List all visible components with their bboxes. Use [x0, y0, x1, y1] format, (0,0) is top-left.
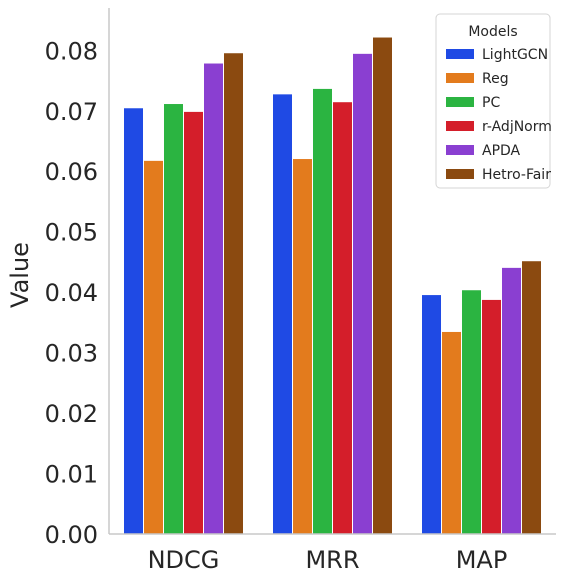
- y-tick-label: 0.02: [45, 400, 98, 428]
- legend-title: Models: [468, 24, 517, 40]
- legend-label-lightgcn: LightGCN: [482, 47, 548, 63]
- legend-label-apda: APDA: [482, 143, 521, 159]
- bar-mrr-apda: [352, 52, 373, 535]
- legend-label-pc: PC: [482, 95, 500, 111]
- legend-label-r-adjnorm: r-AdjNorm: [482, 119, 552, 135]
- legend-label-reg: Reg: [482, 71, 509, 87]
- bar-mrr-reg: [292, 158, 313, 535]
- x-tick-label: MAP: [456, 546, 508, 574]
- legend-swatch-hetro-fair: [446, 169, 474, 179]
- legend: Models LightGCN Reg PC r-AdjNorm APDA Hetro-Fa…: [435, 13, 552, 189]
- y-axis-title: Value: [6, 242, 34, 308]
- y-tick-label: 0.01: [45, 461, 98, 489]
- y-tick-label: 0.00: [45, 521, 98, 549]
- bar-map-r-adjnorm: [481, 298, 502, 535]
- bar-ndcg-apda: [203, 62, 224, 535]
- bar-ndcg-hetro-fair: [223, 52, 244, 535]
- bar-map-hetro-fair: [521, 260, 542, 535]
- bar-map-lightgcn: [421, 294, 442, 535]
- bar-ndcg-pc: [163, 103, 184, 535]
- bar-map-apda: [501, 266, 522, 535]
- bar-map-reg: [441, 330, 462, 535]
- legend-label-hetro-fair: Hetro-Fair: [482, 167, 551, 183]
- legend-swatch-apda: [446, 145, 474, 155]
- legend-swatch-lightgcn: [446, 49, 474, 59]
- bar-ndcg-lightgcn: [123, 107, 144, 535]
- bar-ndcg-reg: [143, 159, 164, 535]
- y-tick-label: 0.05: [45, 219, 98, 247]
- bar-map-pc: [461, 289, 482, 535]
- x-tick-label: MRR: [305, 546, 359, 574]
- legend-swatch-pc: [446, 97, 474, 107]
- y-tick-label: 0.08: [45, 37, 98, 65]
- bar-mrr-pc: [312, 87, 333, 535]
- y-tick-label: 0.04: [45, 279, 98, 307]
- x-tick-label: NDCG: [148, 546, 220, 574]
- bar-ndcg-r-adjnorm: [183, 110, 204, 535]
- bar-mrr-lightgcn: [272, 93, 293, 535]
- y-axis-title-group: Value: [6, 242, 34, 308]
- legend-swatch-reg: [446, 73, 474, 83]
- y-tick-label: 0.06: [45, 158, 98, 186]
- bar-mrr-hetro-fair: [372, 36, 393, 535]
- y-tick-label: 0.03: [45, 340, 98, 368]
- legend-swatch-r-adjnorm: [446, 121, 474, 131]
- y-tick-label: 0.07: [45, 98, 98, 126]
- bars-layer: [123, 36, 542, 535]
- axes-layer: NDCG MRR MAP 0.00 0.01 0.02 0.03 0.04 0.05 0.06 0.…: [45, 8, 556, 574]
- bar-mrr-r-adjnorm: [332, 101, 353, 535]
